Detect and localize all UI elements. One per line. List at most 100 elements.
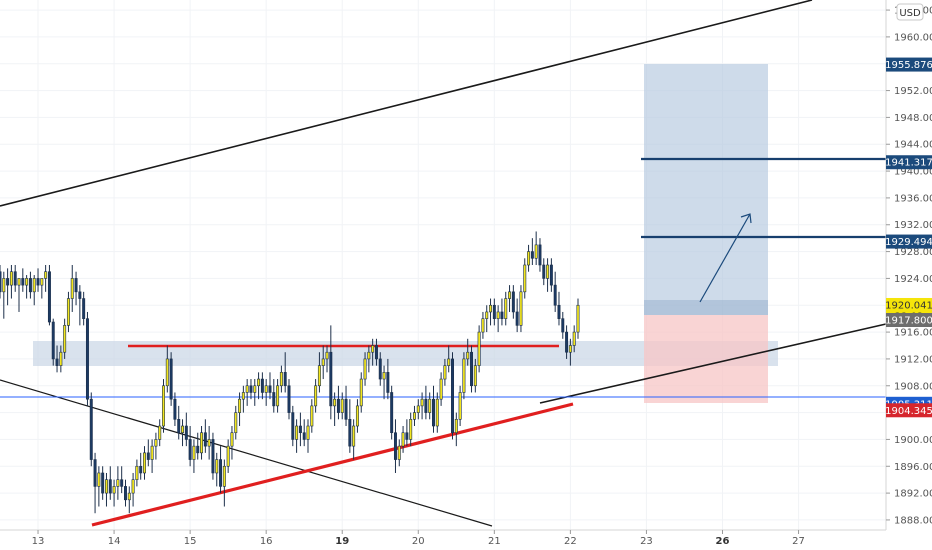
candle[interactable]	[82, 291, 86, 326]
candle[interactable]	[542, 258, 546, 286]
candle[interactable]	[146, 439, 150, 467]
candle[interactable]	[565, 325, 569, 359]
candle[interactable]	[527, 244, 531, 272]
candle[interactable]	[371, 338, 375, 366]
upper-channel-line[interactable]	[0, 0, 813, 207]
candle[interactable]	[173, 392, 177, 427]
candle[interactable]	[47, 265, 51, 326]
currency-badge[interactable]: USD	[896, 3, 924, 21]
candle[interactable]	[553, 271, 557, 312]
candle[interactable]	[181, 419, 185, 447]
candle[interactable]	[215, 452, 219, 487]
rising-support-line[interactable]	[91, 402, 574, 527]
candle[interactable]	[329, 325, 333, 420]
candle[interactable]	[382, 365, 386, 400]
candle[interactable]	[184, 412, 188, 447]
candle[interactable]	[413, 405, 416, 427]
candle[interactable]	[519, 285, 523, 333]
candle[interactable]	[481, 311, 485, 339]
candle[interactable]	[101, 466, 105, 500]
candle[interactable]	[131, 472, 135, 507]
candle[interactable]	[264, 379, 268, 406]
candle[interactable]	[561, 311, 565, 339]
candle[interactable]	[135, 459, 139, 487]
candle[interactable]	[321, 345, 325, 380]
candle[interactable]	[508, 285, 512, 312]
candle[interactable]	[268, 372, 272, 400]
candle[interactable]	[85, 311, 89, 406]
price-tag[interactable]: 1941.317	[885, 155, 932, 170]
candle[interactable]	[63, 318, 67, 359]
candle[interactable]	[348, 399, 352, 453]
candle[interactable]	[576, 298, 580, 339]
candle[interactable]	[238, 392, 242, 427]
candle[interactable]	[283, 352, 287, 393]
candle[interactable]	[314, 379, 318, 413]
price-tag[interactable]: 1917.800	[885, 313, 932, 328]
candle[interactable]	[485, 305, 489, 333]
candle[interactable]	[70, 265, 74, 312]
candle[interactable]	[36, 268, 40, 292]
candle[interactable]	[89, 392, 93, 467]
candle[interactable]	[458, 385, 462, 427]
candle[interactable]	[59, 345, 63, 373]
candle[interactable]	[344, 385, 348, 427]
candle[interactable]	[162, 379, 165, 433]
candle[interactable]	[104, 472, 108, 507]
candle[interactable]	[93, 452, 97, 514]
candle[interactable]	[241, 385, 245, 413]
candle[interactable]	[222, 459, 226, 507]
candle[interactable]	[489, 298, 493, 326]
candle[interactable]	[454, 412, 458, 447]
candle[interactable]	[124, 479, 127, 507]
candle[interactable]	[325, 345, 329, 373]
candle[interactable]	[572, 325, 576, 353]
candle[interactable]	[112, 479, 116, 507]
candle[interactable]	[2, 271, 6, 319]
candle[interactable]	[435, 392, 439, 433]
candle[interactable]	[390, 385, 394, 440]
candle[interactable]	[439, 372, 443, 406]
candle[interactable]	[219, 446, 223, 494]
candle[interactable]	[234, 405, 238, 440]
candle[interactable]	[230, 426, 234, 460]
candle[interactable]	[530, 238, 534, 265]
candle[interactable]	[158, 419, 162, 447]
candle[interactable]	[443, 358, 447, 386]
candle[interactable]	[165, 345, 169, 393]
candle[interactable]	[260, 372, 264, 400]
candle[interactable]	[336, 385, 340, 420]
candle[interactable]	[538, 238, 542, 272]
candle[interactable]	[386, 358, 390, 400]
candle[interactable]	[127, 486, 131, 514]
candle[interactable]	[226, 439, 230, 473]
candle[interactable]	[143, 446, 146, 480]
profit-target-zone[interactable]	[644, 64, 768, 300]
candle[interactable]	[378, 352, 382, 386]
candle[interactable]	[279, 365, 283, 393]
time-axis[interactable]	[0, 530, 886, 550]
candle[interactable]	[359, 372, 363, 413]
candle[interactable]	[97, 466, 101, 507]
candle[interactable]	[257, 372, 261, 400]
candle[interactable]	[500, 298, 504, 326]
candle[interactable]	[51, 318, 55, 366]
candle[interactable]	[511, 285, 515, 319]
candle[interactable]	[207, 426, 211, 460]
candle[interactable]	[416, 399, 420, 420]
candle[interactable]	[25, 275, 29, 299]
projection-arrow[interactable]	[699, 213, 752, 303]
candle[interactable]	[496, 305, 500, 333]
candle[interactable]	[40, 278, 44, 299]
lower-channel-line[interactable]	[539, 323, 887, 404]
candle[interactable]	[298, 412, 302, 447]
candle[interactable]	[253, 379, 257, 406]
candle[interactable]	[295, 419, 299, 453]
candle[interactable]	[355, 399, 359, 433]
candle[interactable]	[306, 419, 310, 453]
candle[interactable]	[17, 278, 21, 312]
candle[interactable]	[203, 419, 207, 453]
candle[interactable]	[333, 392, 337, 427]
candle[interactable]	[393, 419, 397, 473]
candle[interactable]	[177, 405, 181, 440]
